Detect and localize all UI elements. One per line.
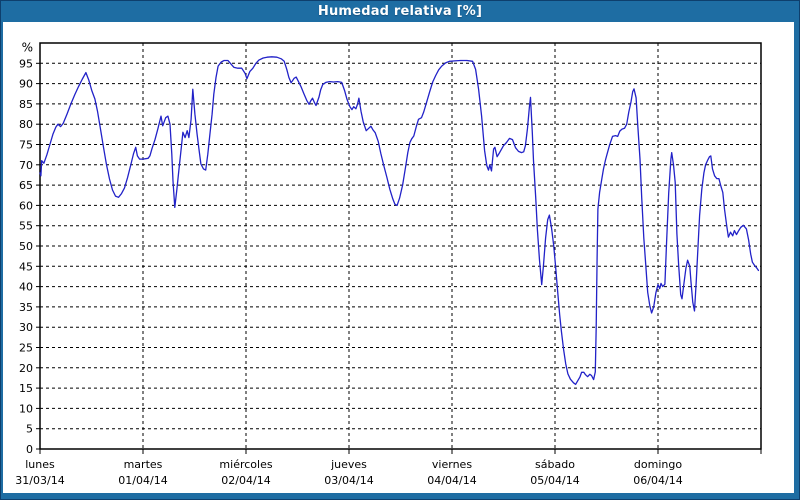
x-date-label: 03/04/14 — [324, 474, 373, 487]
x-date-label: 05/04/14 — [530, 474, 579, 487]
window-bottom-strip — [1, 493, 799, 499]
window-title: Humedad relativa [%] — [317, 4, 483, 19]
y-axis-unit-label: % — [22, 40, 33, 54]
humidity-chart: 0 5 10 15 20 25 30 35 40 45 50 55 60 65 70 75 80 85 90 95% l… — [15, 40, 762, 487]
y-tick-label: 50 — [19, 240, 33, 253]
y-tick-label: 75 — [19, 139, 33, 152]
y-tick-label: 30 — [19, 321, 33, 334]
x-date-label: 06/04/14 — [633, 474, 682, 487]
y-tick-label: 25 — [19, 342, 33, 355]
x-date-label: 01/04/14 — [118, 474, 167, 487]
y-tick-label: 80 — [19, 118, 33, 131]
x-date-label: 04/04/14 — [427, 474, 476, 487]
y-tick-label: 65 — [19, 179, 33, 192]
y-tick-label: 40 — [19, 281, 33, 294]
y-tick-label: 60 — [19, 199, 33, 212]
y-tick-label: 90 — [19, 78, 33, 91]
plot-border — [39, 42, 762, 450]
chart-content-area: 0 5 10 15 20 25 30 35 40 45 50 55 60 65 70 75 80 85 90 95% l… — [1, 22, 799, 493]
y-tick-label: 5 — [26, 423, 33, 436]
y-tick-label: 0 — [26, 443, 33, 456]
x-day-label: lunes — [25, 458, 55, 471]
y-tick-label: 15 — [19, 382, 33, 395]
x-day-label: miércoles — [219, 458, 272, 471]
y-tick-label: 70 — [19, 159, 33, 172]
y-tick-label: 55 — [19, 220, 33, 233]
x-day-label: viernes — [432, 458, 472, 471]
y-tick-label: 35 — [19, 301, 33, 314]
x-date-label: 31/03/14 — [15, 474, 64, 487]
humidity-line — [39, 56, 760, 386]
y-tick-label: 10 — [19, 402, 33, 415]
x-day-label: sábado — [535, 458, 575, 471]
y-tick-label: 95 — [19, 57, 33, 70]
x-date-label: 02/04/14 — [221, 474, 270, 487]
title-bar: Humedad relativa [%] — [1, 1, 799, 22]
y-tick-label: 20 — [19, 362, 33, 375]
x-day-label: domingo — [634, 458, 682, 471]
y-tick-label: 85 — [19, 98, 33, 111]
y-tick-label: 45 — [19, 260, 33, 273]
x-day-label: jueves — [330, 458, 367, 471]
x-day-label: martes — [124, 458, 163, 471]
